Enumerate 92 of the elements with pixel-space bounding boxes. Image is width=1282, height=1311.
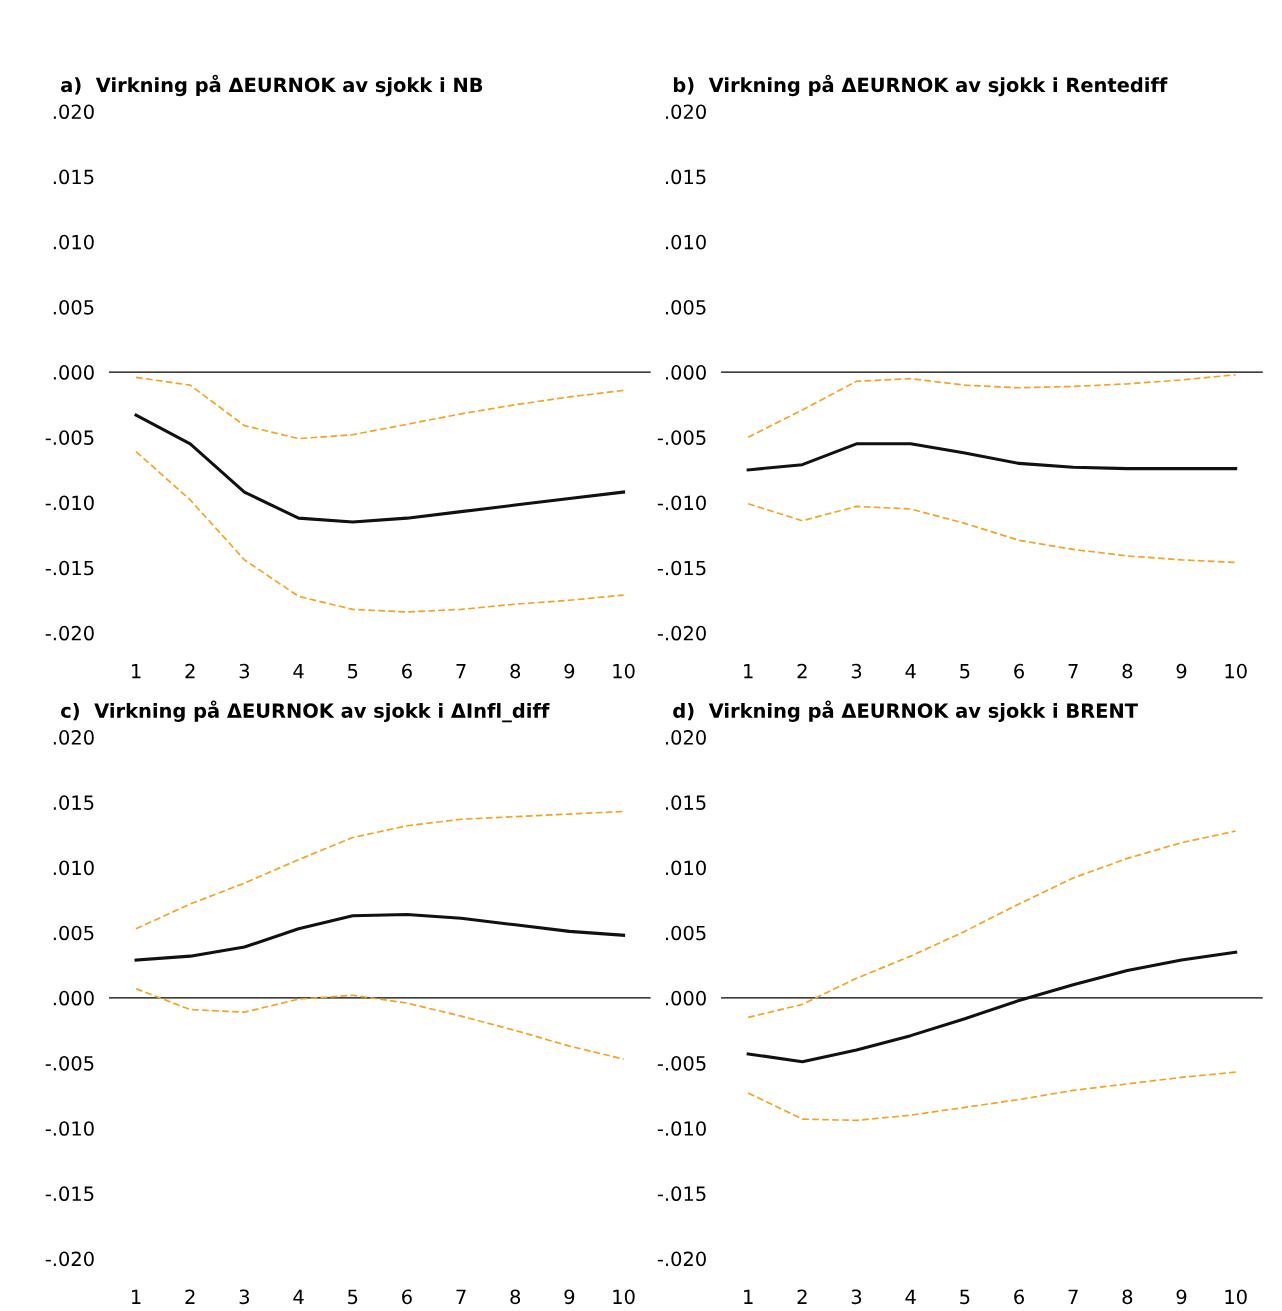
x-tick-label: 6 (1014, 1289, 1024, 1305)
y-tick-label: -.020 (657, 625, 706, 641)
x-tick-label: 2 (797, 663, 807, 679)
y-tick-label: -.010 (657, 495, 706, 511)
x-tick-label: 1 (744, 664, 753, 679)
y-tick-label: .015 (665, 795, 706, 810)
y-tick-label: .000 (53, 990, 94, 1006)
y-tick-label: -.015 (45, 560, 94, 576)
x-tick-label: 10 (613, 663, 635, 679)
chart-title: b) Virkning på ΔEURNOK av sjokk i Rentediff (673, 74, 1168, 97)
x-tick-label: 4 (293, 1289, 304, 1304)
x-tick-label: 1 (132, 664, 141, 679)
chart-title: a) Virkning på ΔEURNOK av sjokk i NB (61, 74, 483, 97)
y-tick-label: .010 (665, 234, 706, 250)
line-series (135, 450, 625, 613)
x-tick-label: 1 (132, 1289, 141, 1304)
x-tick-label: 7 (456, 664, 466, 679)
y-tick-label: .020 (665, 730, 706, 745)
y-tick-label: .005 (53, 925, 94, 941)
x-tick-label: 10 (1225, 663, 1247, 679)
x-tick-label: 5 (960, 1289, 970, 1305)
x-tick-label: 5 (348, 664, 358, 679)
y-tick-label: .005 (665, 299, 706, 315)
y-tick-label: -.020 (657, 1251, 706, 1267)
chart-title: d) Virkning på ΔEURNOK av sjokk i BRENT (673, 700, 1138, 722)
y-tick-label: .015 (665, 169, 706, 185)
x-tick-label: 6 (1014, 663, 1024, 679)
line-series (747, 502, 1237, 564)
x-tick-label: 2 (797, 1289, 807, 1304)
y-tick-label: .020 (665, 104, 706, 120)
line-series (747, 1071, 1237, 1122)
y-tick-label: -.010 (45, 495, 94, 511)
y-tick-label: -.005 (45, 430, 94, 445)
y-tick-label: .000 (53, 365, 94, 380)
x-tick-label: 1 (744, 1289, 753, 1304)
x-tick-label: 7 (1068, 664, 1078, 679)
line-series (135, 987, 625, 1060)
x-tick-label: 8 (1122, 1289, 1133, 1305)
y-tick-label: .010 (53, 860, 94, 876)
x-tick-label: 10 (613, 1289, 635, 1305)
x-tick-label: 8 (1122, 663, 1133, 679)
x-tick-label: 9 (564, 663, 575, 679)
line-series (747, 830, 1237, 1019)
y-tick-label: .020 (53, 730, 94, 745)
y-tick-label: -.010 (657, 1121, 706, 1136)
line-series (135, 376, 625, 440)
x-tick-label: 7 (456, 1289, 466, 1304)
y-tick-label: -.005 (657, 1055, 706, 1071)
y-tick-label: -.020 (45, 625, 94, 641)
x-tick-label: 8 (510, 1289, 521, 1305)
x-tick-label: 9 (564, 1289, 575, 1305)
y-tick-label: .020 (53, 104, 94, 120)
y-tick-label: -.020 (45, 1251, 94, 1267)
x-tick-label: 9 (1176, 663, 1187, 679)
x-tick-label: 3 (239, 1289, 250, 1305)
y-tick-label: -.005 (657, 430, 706, 445)
y-tick-label: -.015 (657, 560, 706, 576)
x-tick-label: 6 (402, 663, 412, 679)
x-tick-label: 2 (185, 663, 195, 679)
line-series (134, 912, 626, 962)
chart-title: c) Virkning på ΔEURNOK av sjokk i ΔInfl_diff (61, 700, 550, 723)
x-tick-label: 10 (1225, 1289, 1247, 1305)
x-tick-label: 5 (960, 664, 970, 679)
line-series (134, 413, 626, 524)
x-tick-label: 8 (510, 663, 521, 679)
x-tick-label: 7 (1068, 1289, 1078, 1304)
y-tick-label: .005 (665, 925, 706, 941)
x-tick-label: 3 (851, 663, 862, 679)
y-tick-label: .010 (53, 234, 94, 250)
x-tick-label: 5 (348, 1289, 358, 1305)
x-tick-label: 4 (905, 1289, 916, 1304)
line-series (746, 950, 1238, 1064)
x-tick-label: 3 (239, 663, 250, 679)
y-tick-label: .010 (665, 860, 706, 876)
line-series (747, 373, 1237, 439)
y-tick-label: .015 (53, 169, 94, 185)
x-tick-label: 4 (905, 664, 916, 679)
y-tick-label: -.015 (657, 1186, 706, 1202)
x-tick-label: 2 (185, 1289, 195, 1304)
y-tick-label: .005 (53, 299, 94, 315)
x-tick-label: 9 (1176, 1289, 1187, 1305)
y-tick-label: -.005 (45, 1055, 94, 1071)
y-tick-label: -.010 (45, 1121, 94, 1136)
x-tick-label: 4 (293, 664, 304, 679)
y-tick-label: .000 (665, 990, 706, 1006)
x-tick-label: 6 (402, 1289, 412, 1305)
line-series (746, 442, 1238, 472)
y-tick-label: .000 (665, 365, 706, 380)
y-tick-label: .015 (53, 795, 94, 810)
line-series (135, 810, 625, 930)
x-tick-label: 3 (851, 1289, 862, 1305)
y-tick-label: -.015 (45, 1186, 94, 1202)
